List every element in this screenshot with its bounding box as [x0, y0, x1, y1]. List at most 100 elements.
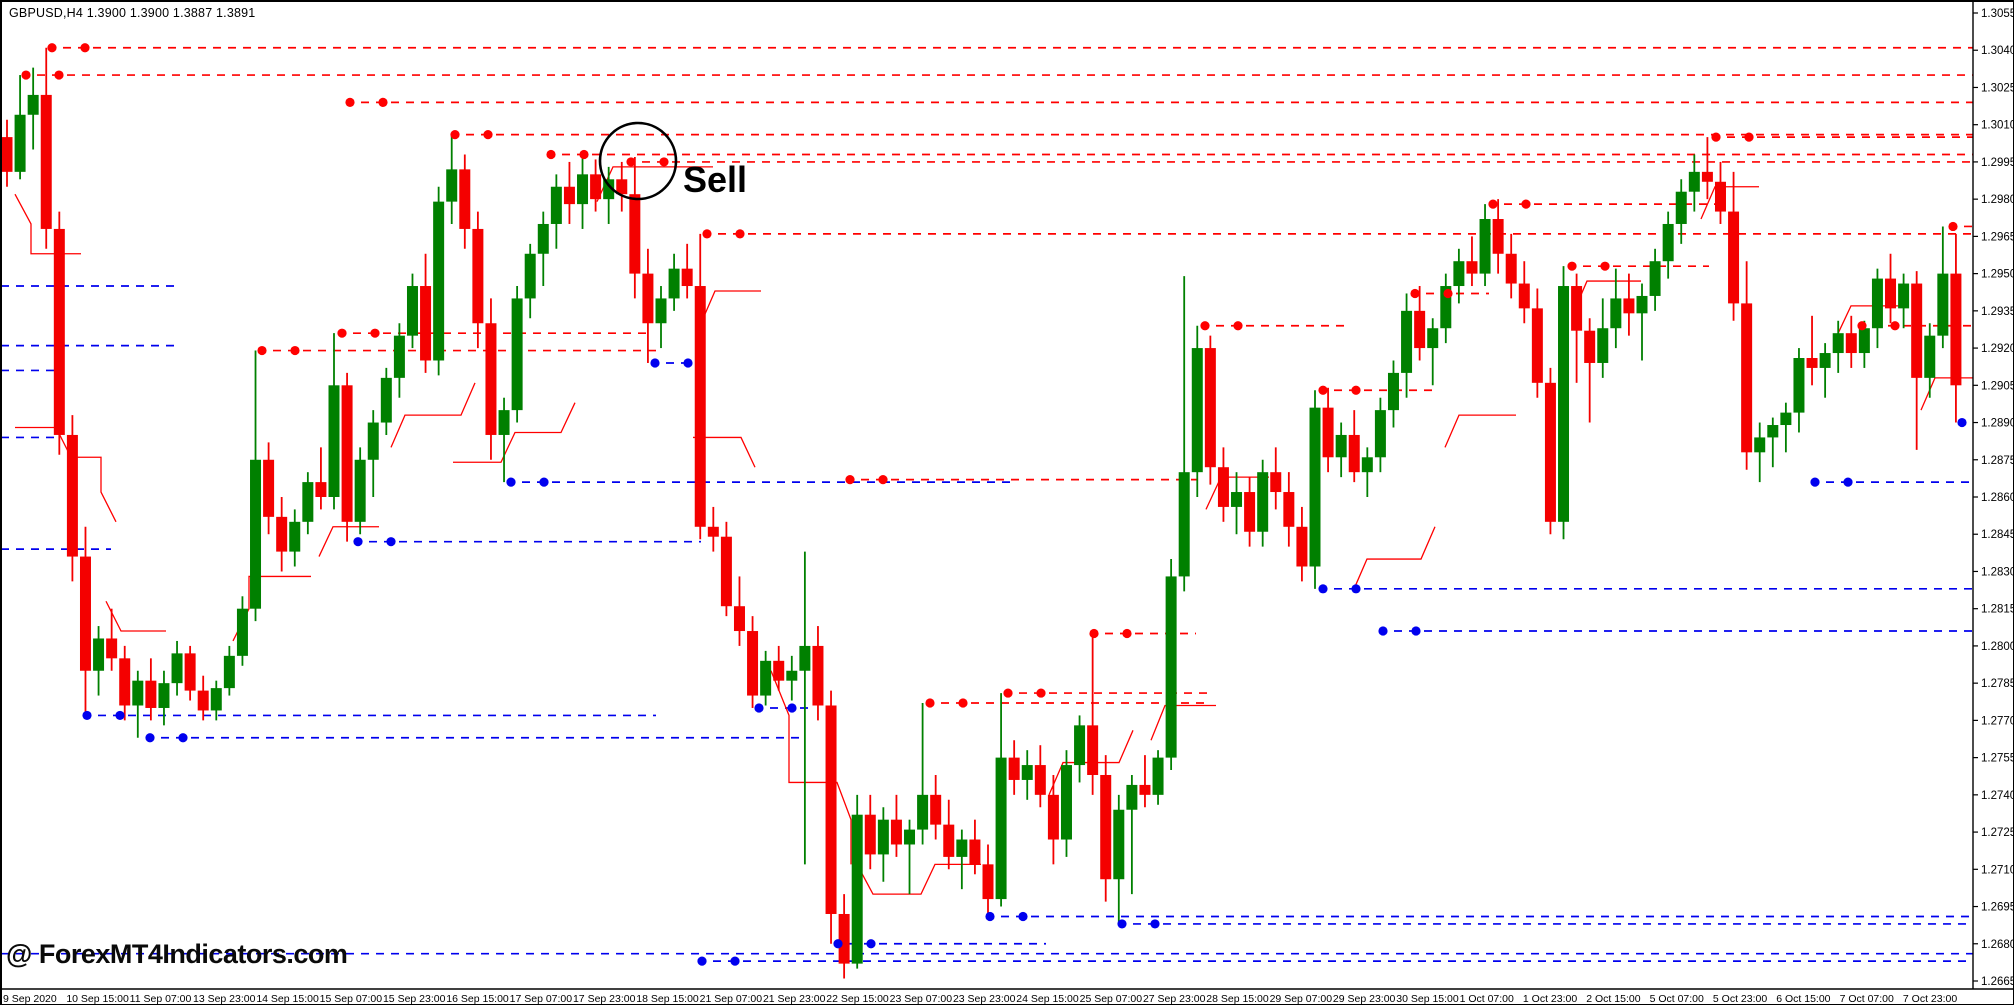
time-tick-label: 7 Oct 07:00 [1840, 993, 1894, 1005]
trailing-stop-line [1836, 305, 1899, 336]
time-tick-label: 13 Sep 23:00 [193, 993, 256, 1005]
bearish-candle [341, 372, 353, 542]
time-tick-label: 14 Sep 15:00 [256, 993, 319, 1005]
bullish-candle [524, 243, 536, 319]
bullish-candle [799, 551, 811, 865]
price-tick-label: 1.2815 [1981, 604, 2014, 616]
bearish-candle [930, 774, 942, 840]
fractal-dot [683, 358, 693, 368]
bullish-candle [1374, 397, 1386, 473]
price-tick-label: 1.2740 [1981, 790, 2014, 802]
bullish-candle [1898, 273, 1910, 329]
time-tick-label: 16 Sep 15:00 [446, 993, 509, 1005]
bullish-candle [1021, 750, 1033, 800]
fractal-dot [21, 70, 31, 80]
fractal-dot [539, 477, 549, 487]
bearish-candle [1885, 253, 1897, 324]
time-tick-label: 22 Sep 15:00 [826, 993, 889, 1005]
time-tick-label: 25 Sep 07:00 [1080, 993, 1143, 1005]
bullish-candle [1401, 293, 1413, 398]
bearish-candle [1728, 171, 1740, 321]
bearish-candle [1139, 755, 1151, 808]
bullish-candle [1257, 459, 1269, 547]
bullish-candle [995, 693, 1007, 907]
price-tick-label: 1.2875 [1981, 455, 2014, 467]
time-tick-label: 29 Sep 07:00 [1270, 993, 1333, 1005]
bearish-candle [1950, 233, 1962, 423]
bullish-candle [1610, 268, 1622, 349]
trailing-stop-line [1352, 526, 1436, 592]
fractal-dot [730, 956, 740, 966]
fractal-dot [370, 328, 380, 338]
bullish-candle [328, 333, 340, 510]
bullish-candle [1688, 154, 1700, 212]
time-tick-label: 5 Oct 07:00 [1650, 993, 1704, 1005]
bullish-candle [1754, 422, 1766, 483]
bearish-candle [53, 211, 65, 455]
fractal-dot [115, 710, 125, 721]
bullish-candle [760, 650, 772, 706]
bearish-candle [642, 248, 654, 363]
trailing-stop-line [1150, 704, 1216, 741]
fractal-dot [345, 97, 355, 107]
price-tick-label: 1.2995 [1981, 157, 2014, 169]
fractal-dot [1318, 584, 1328, 594]
fractal-dot [1150, 919, 1160, 929]
bullish-candle [1780, 402, 1792, 453]
bullish-candle [1871, 268, 1883, 349]
bullish-candle [511, 286, 523, 423]
fractal-dot [1810, 477, 1820, 487]
bearish-candle [1100, 755, 1112, 902]
bullish-candle [171, 640, 183, 696]
fractal-dot [1443, 288, 1453, 299]
fractal-dot [506, 477, 516, 487]
fractal-dot [1857, 321, 1867, 331]
time-tick-label: 28 Sep 15:00 [1206, 993, 1269, 1005]
bullish-candle [1387, 360, 1399, 428]
bullish-candle [1662, 211, 1674, 279]
bearish-candle [943, 799, 955, 870]
price-tick-label: 1.2755 [1981, 753, 2014, 765]
price-tick-label: 1.2920 [1981, 343, 2014, 355]
bearish-candle [1296, 506, 1308, 582]
candles-layer [1, 47, 1962, 979]
fractal-dot [80, 43, 90, 53]
fractal-dot [833, 939, 843, 949]
bearish-candle [1217, 447, 1229, 522]
fractal-dot [450, 130, 460, 140]
fractal-dot [985, 911, 995, 922]
fractal-dot [337, 328, 347, 338]
bullish-candle [1178, 276, 1190, 592]
bullish-candle [1558, 266, 1570, 540]
resistance-levels-layer [22, 46, 1973, 704]
bearish-candle [838, 894, 850, 979]
fractal-dot [1233, 321, 1243, 331]
price-tick-label: 1.3040 [1981, 45, 2014, 57]
price-tick-label: 1.2800 [1981, 641, 2014, 653]
price-tick-label: 1.3025 [1981, 82, 2014, 94]
fractal-dot [1711, 132, 1721, 142]
bearish-candle [1741, 261, 1753, 470]
bullish-candle [1440, 273, 1452, 344]
bearish-candle [1911, 271, 1923, 450]
bullish-candle [27, 67, 39, 150]
bullish-candle [655, 286, 667, 349]
fractal-dot [1600, 261, 1610, 271]
fractal-dot [787, 703, 797, 713]
fractal-dot [290, 345, 300, 356]
time-tick-label: 11 Sep 07:00 [130, 993, 192, 1005]
time-tick-label: 15 Sep 23:00 [383, 993, 446, 1005]
bearish-candle [472, 211, 484, 349]
bearish-candle [276, 497, 288, 572]
price-axis-background [1974, 1, 2013, 1004]
bullish-candle [917, 703, 929, 845]
price-tick-label: 1.3010 [1981, 120, 2014, 132]
time-tick-label: 30 Sep 15:00 [1396, 993, 1459, 1005]
fractal-dot [702, 229, 712, 239]
fractal-dot [626, 157, 636, 167]
annotations-layer [598, 121, 678, 201]
bearish-candle [1701, 137, 1713, 200]
bearish-candle [1204, 335, 1216, 485]
